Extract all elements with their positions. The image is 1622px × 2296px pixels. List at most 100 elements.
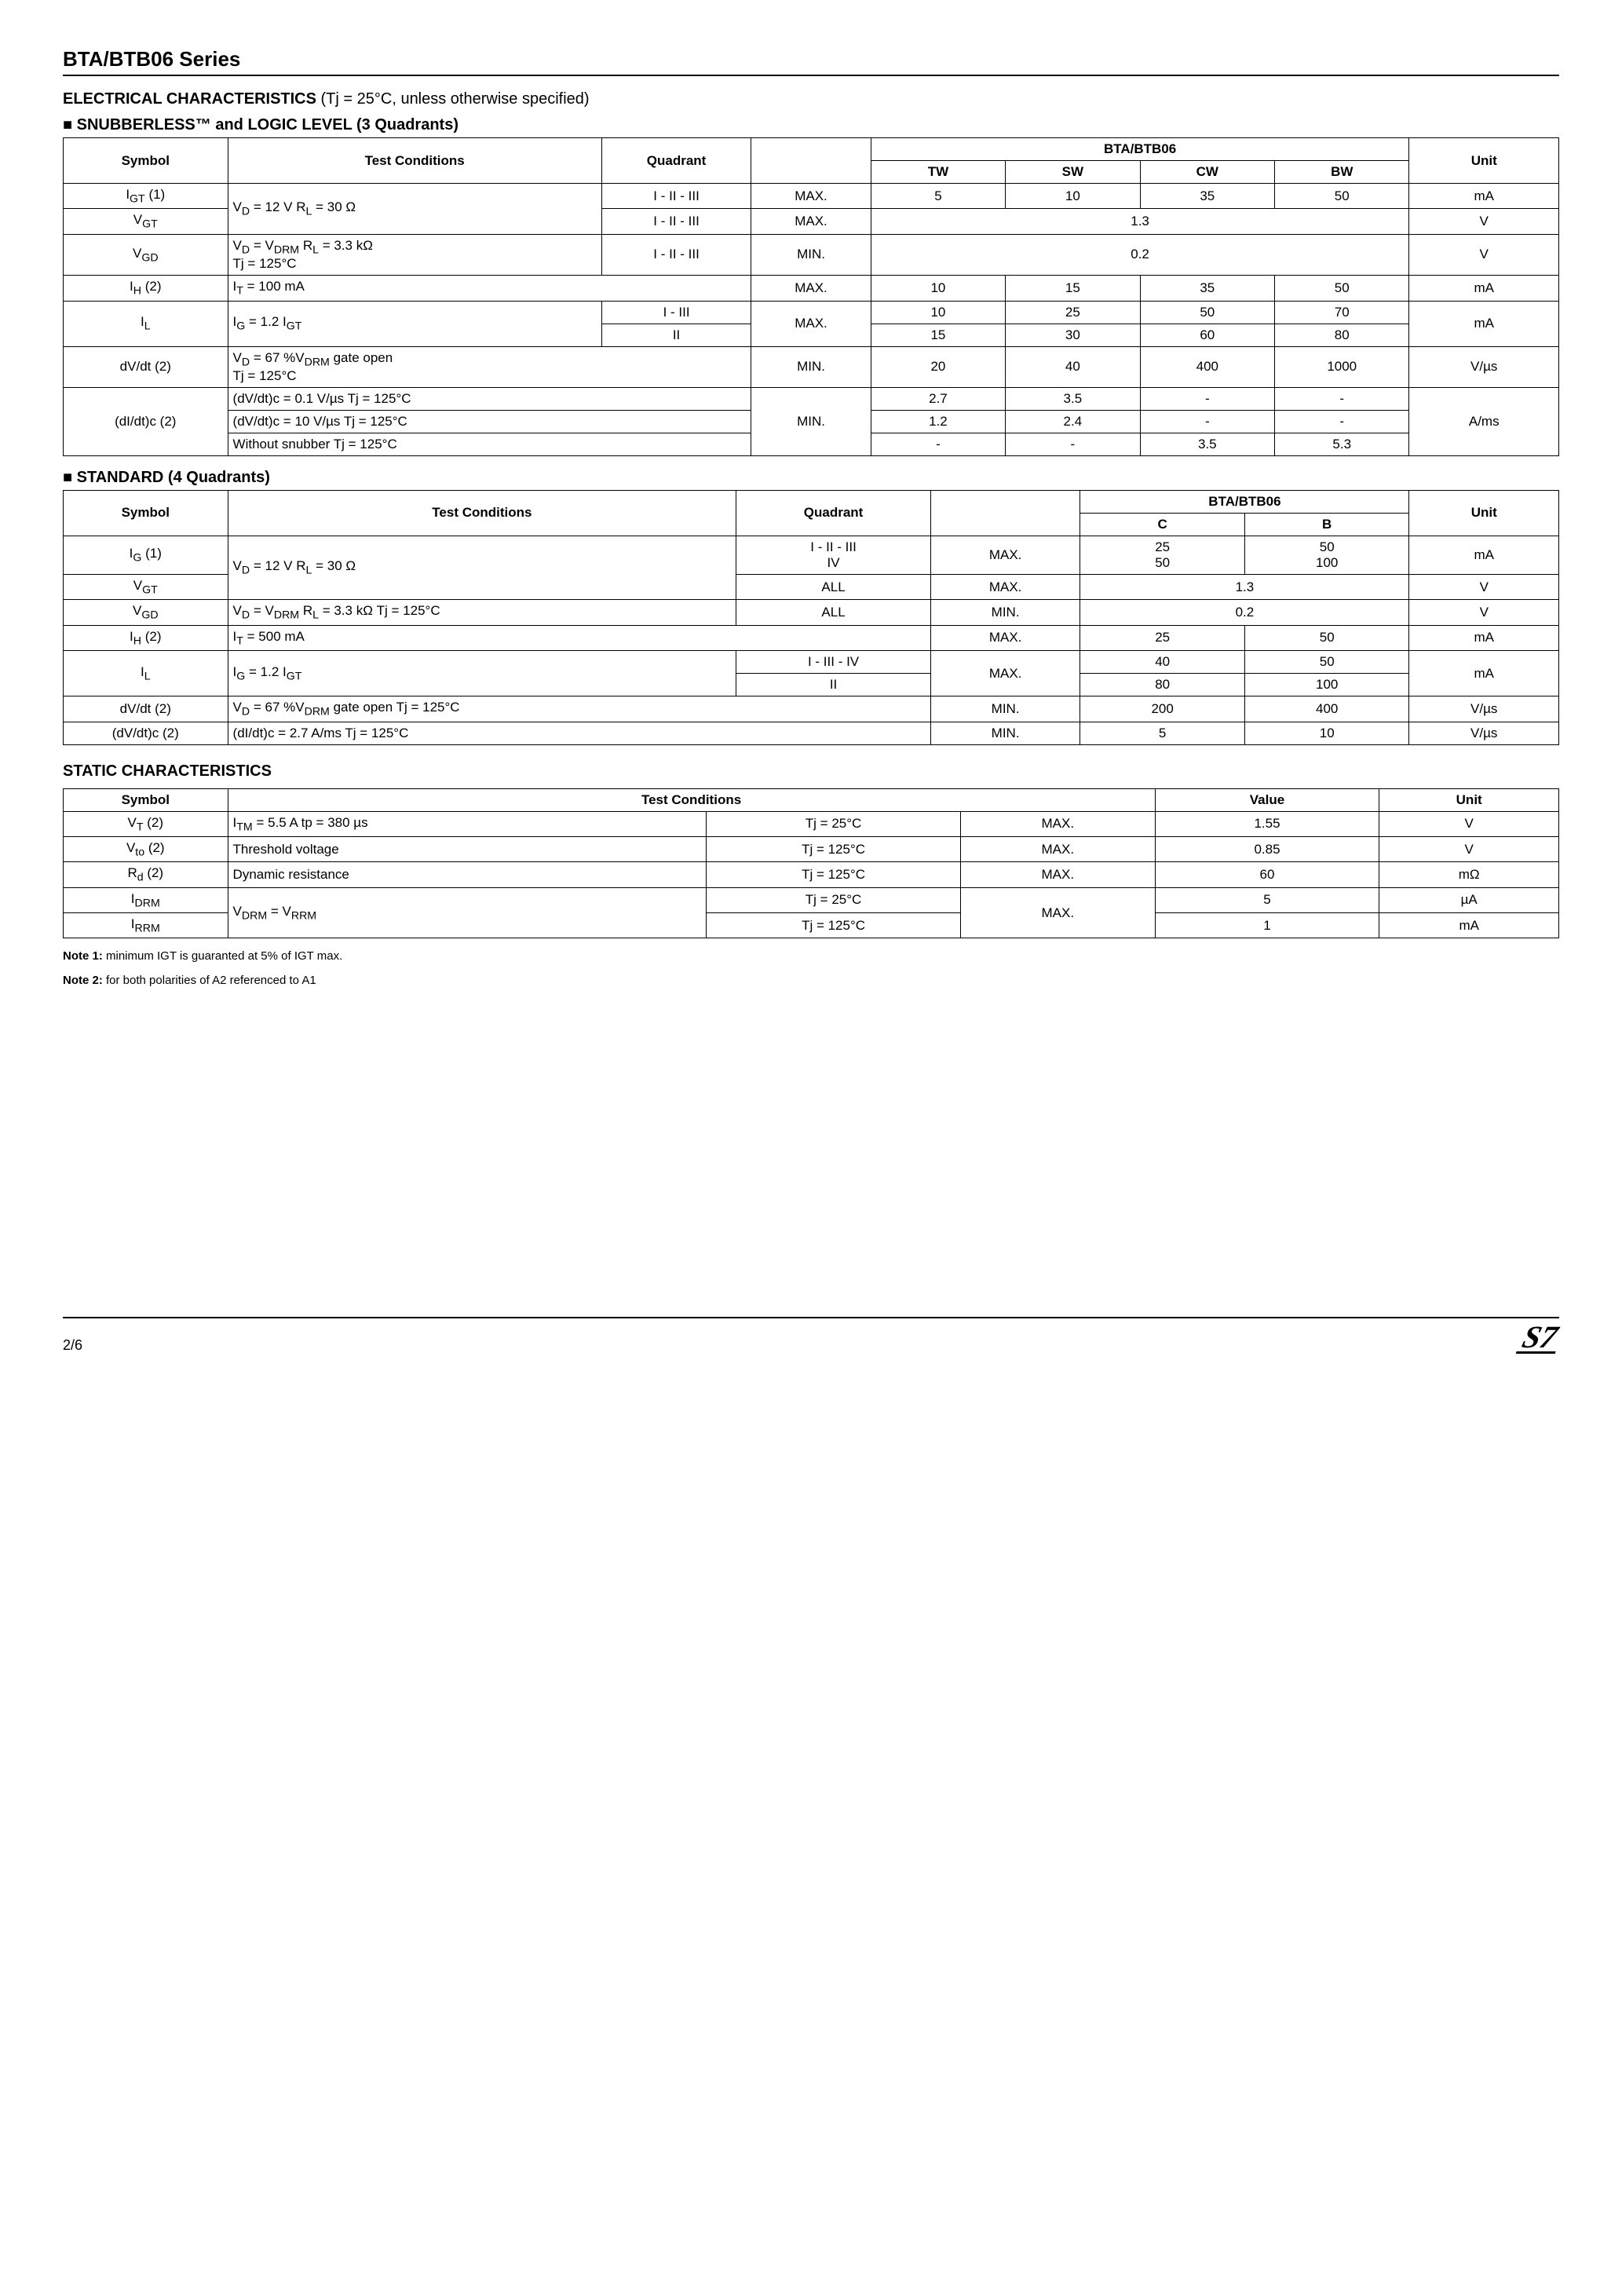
table-row: Vto (2) Threshold voltage Tj = 125°C MAX… xyxy=(64,836,1559,861)
col-symbol: Symbol xyxy=(64,788,228,811)
col-unit: Unit xyxy=(1409,490,1559,536)
cell: IH (2) xyxy=(64,276,228,301)
cell: mA xyxy=(1409,536,1559,574)
cell: (dV/dt)c (2) xyxy=(64,722,228,744)
cell: 3.5 xyxy=(1140,433,1274,455)
cell: 1.3 xyxy=(871,209,1409,234)
cell: V xyxy=(1409,209,1559,234)
cell: 5.3 xyxy=(1275,433,1409,455)
cell: 200 xyxy=(1080,696,1245,722)
page-number: 2/6 xyxy=(63,1337,82,1354)
col-blank xyxy=(751,138,871,184)
table-row: (dI/dt)c (2) (dV/dt)c = 0.1 V/µs Tj = 12… xyxy=(64,387,1559,410)
cell: VD = 67 %VDRM gate openTj = 125°C xyxy=(228,346,751,387)
cell: MAX. xyxy=(751,301,871,346)
cell: IT = 100 mA xyxy=(228,276,751,301)
cell: 50100 xyxy=(1244,536,1409,574)
col-sw: SW xyxy=(1006,161,1140,184)
table-row: dV/dt (2) VD = 67 %VDRM gate open Tj = 1… xyxy=(64,696,1559,722)
cell: Tj = 125°C xyxy=(707,913,961,938)
cell: V/µs xyxy=(1409,346,1559,387)
cell: Rd (2) xyxy=(64,862,228,887)
table-row: VGD VD = VDRM RL = 3.3 kΩ Tj = 125°C ALL… xyxy=(64,600,1559,625)
cell: (dI/dt)c = 2.7 A/ms Tj = 125°C xyxy=(228,722,930,744)
cell: MAX. xyxy=(930,536,1080,574)
col-product: BTA/BTB06 xyxy=(871,138,1409,161)
cell: IH (2) xyxy=(64,625,228,650)
cell: 35 xyxy=(1140,276,1274,301)
cell: - xyxy=(1140,387,1274,410)
table-row: Symbol Test Conditions Quadrant BTA/BTB0… xyxy=(64,490,1559,513)
cell: IL xyxy=(64,301,228,346)
cell: 20 xyxy=(871,346,1005,387)
cell: V xyxy=(1409,234,1559,275)
cell: 15 xyxy=(1006,276,1140,301)
cell: 80 xyxy=(1275,324,1409,346)
cell: mA xyxy=(1409,301,1559,346)
cell: 2.4 xyxy=(1006,410,1140,433)
electrical-heading-bold: ELECTRICAL CHARACTERISTICS xyxy=(63,90,316,108)
cell: - xyxy=(1006,433,1140,455)
table-row: IH (2) IT = 100 mA MAX. 10 15 35 50 mA xyxy=(64,276,1559,301)
page-footer: 2/6 S7 xyxy=(63,1317,1559,1354)
table-static: Symbol Test Conditions Value Unit VT (2)… xyxy=(63,788,1559,939)
cell: 0.2 xyxy=(871,234,1409,275)
cell: IDRM xyxy=(64,887,228,912)
cell: dV/dt (2) xyxy=(64,696,228,722)
cell: mA xyxy=(1409,625,1559,650)
cell: 40 xyxy=(1006,346,1140,387)
cell: 50 xyxy=(1244,625,1409,650)
table-row: VT (2) ITM = 5.5 A tp = 380 µs Tj = 25°C… xyxy=(64,811,1559,836)
series-title: BTA/BTB06 Series xyxy=(63,47,1559,76)
table-standard: Symbol Test Conditions Quadrant BTA/BTB0… xyxy=(63,490,1559,745)
cell: - xyxy=(871,433,1005,455)
cell: 60 xyxy=(1155,862,1379,887)
cell: I - II - III xyxy=(601,184,751,209)
cell: 50 xyxy=(1244,651,1409,674)
col-c: C xyxy=(1080,513,1245,536)
col-bw: BW xyxy=(1275,161,1409,184)
col-unit: Unit xyxy=(1379,788,1559,811)
cell: 400 xyxy=(1140,346,1274,387)
cell: 1.3 xyxy=(1080,574,1409,599)
cell: 25 xyxy=(1080,625,1245,650)
cell: - xyxy=(1275,410,1409,433)
note-1: Note 1: minimum IGT is guaranted at 5% o… xyxy=(63,949,1559,963)
col-value: Value xyxy=(1155,788,1379,811)
col-blank xyxy=(930,490,1080,536)
cell: IRRM xyxy=(64,913,228,938)
cell: Tj = 25°C xyxy=(707,887,961,912)
cell: 50 xyxy=(1275,184,1409,209)
cell: - xyxy=(1275,387,1409,410)
cell: V xyxy=(1379,811,1559,836)
cell: IG (1) xyxy=(64,536,228,574)
cell: VDRM = VRRM xyxy=(228,887,707,938)
cell: MAX. xyxy=(751,276,871,301)
col-conditions: Test Conditions xyxy=(228,138,601,184)
cell: 50 xyxy=(1140,301,1274,324)
cell: MAX. xyxy=(930,625,1080,650)
cell: (dV/dt)c = 0.1 V/µs Tj = 125°C xyxy=(228,387,751,410)
cell: 100 xyxy=(1244,674,1409,696)
cell: MAX. xyxy=(930,651,1080,696)
cell: MIN. xyxy=(751,387,871,455)
cell: Threshold voltage xyxy=(228,836,707,861)
cell: IGT (1) xyxy=(64,184,228,209)
cell: 2550 xyxy=(1080,536,1245,574)
cell: 35 xyxy=(1140,184,1274,209)
cell: 1.2 xyxy=(871,410,1005,433)
electrical-heading: ELECTRICAL CHARACTERISTICS (Tj = 25°C, u… xyxy=(63,90,1559,108)
cell: MAX. xyxy=(960,887,1155,938)
table-snubberless: Symbol Test Conditions Quadrant BTA/BTB0… xyxy=(63,137,1559,456)
cell: µA xyxy=(1379,887,1559,912)
cell: MIN. xyxy=(930,600,1080,625)
cell: Without snubber Tj = 125°C xyxy=(228,433,751,455)
cell: VGD xyxy=(64,234,228,275)
cell: VGT xyxy=(64,209,228,234)
col-unit: Unit xyxy=(1409,138,1559,184)
cell: VD = 12 V RL = 30 Ω xyxy=(228,536,736,599)
cell: 5 xyxy=(1155,887,1379,912)
cell: 10 xyxy=(1244,722,1409,744)
cell: MAX. xyxy=(751,209,871,234)
cell: MIN. xyxy=(751,346,871,387)
